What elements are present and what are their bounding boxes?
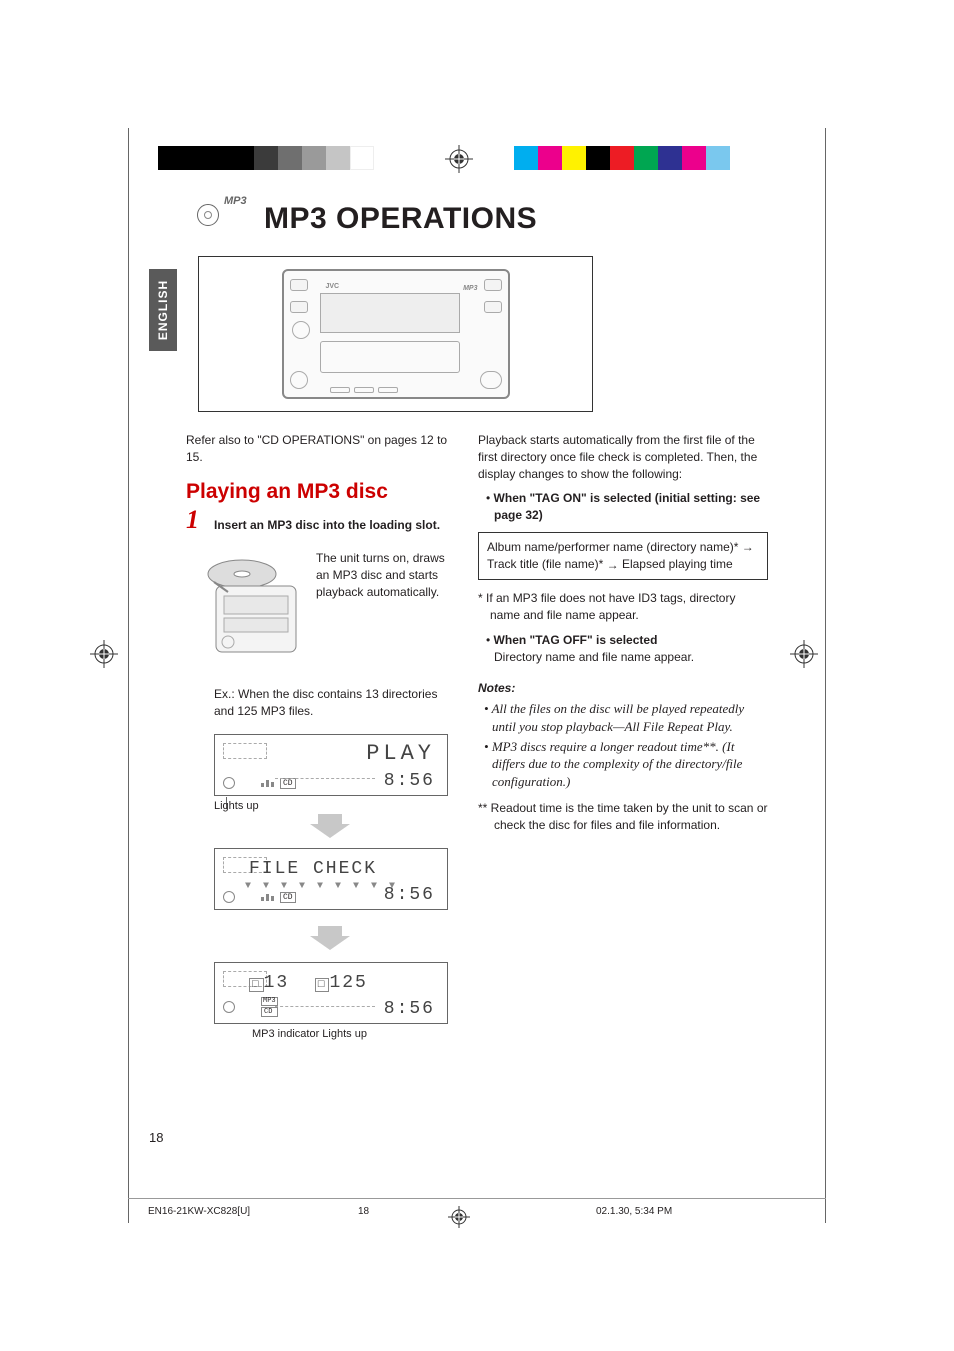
disc-indicator-icon: [223, 777, 235, 789]
note-item: • All the files on the disc will be play…: [492, 700, 768, 735]
footnote-id3: * If an MP3 file does not have ID3 tags,…: [478, 590, 768, 624]
unit-illustration-box: MP3 JVC: [198, 256, 593, 412]
display-panel-3: □13 □125 MP3 CD 8:56: [214, 962, 448, 1024]
footer-page: 18: [358, 1206, 369, 1217]
display-text: PLAY: [366, 741, 435, 766]
step-number: 1: [186, 505, 199, 535]
display-panel-2: FILE CHECK ▼ ▼ ▼ ▼ ▼ ▼ ▼ ▼ ▼ CD 8:56: [214, 848, 448, 910]
footnote-readout: ** Readout time is the time taken by the…: [478, 800, 768, 834]
language-tab: ENGLISH: [149, 269, 177, 351]
registration-mark-icon: [445, 145, 473, 173]
lights-up-label: Lights up: [214, 800, 259, 812]
gray-calibration-bar: [158, 146, 374, 170]
mp3-badge: MP3: [224, 195, 247, 207]
disc-icon: [197, 204, 219, 226]
mp3-indicator: MP3: [261, 997, 278, 1006]
playback-intro: Playback starts automatically from the f…: [478, 432, 768, 482]
step-description: The unit turns on, draws an MP3 disc and…: [316, 550, 456, 600]
color-calibration-bar: [514, 146, 730, 170]
notes-heading: Notes:: [478, 680, 768, 697]
page-number: 18: [149, 1130, 163, 1145]
registration-mark-icon: [790, 640, 818, 668]
cd-indicator: CD: [280, 778, 296, 789]
display-text: □13 □125: [249, 973, 439, 993]
cd-indicator: CD: [280, 892, 296, 903]
arrow-right-icon: →: [742, 539, 754, 556]
page-title: MP3 OPERATIONS: [264, 202, 537, 236]
arrow-right-icon: →: [607, 557, 619, 574]
refer-text: Refer also to "CD OPERATIONS" on pages 1…: [186, 432, 456, 466]
disc-insert-illustration: [204, 552, 304, 658]
display-text: FILE CHECK: [249, 859, 439, 879]
note-item: • MP3 discs require a longer readout tim…: [492, 738, 768, 791]
display-time: 8:56: [384, 999, 435, 1019]
head-unit-illustration: MP3 JVC: [282, 269, 510, 399]
arrow-down-icon: [310, 810, 350, 840]
footer-rule: [128, 1198, 826, 1199]
unit-mp3-label: MP3: [463, 285, 477, 292]
tag-off-bullet: • When "TAG OFF" is selected Directory n…: [486, 632, 768, 666]
section-title: Playing an MP3 disc: [186, 480, 388, 504]
footer-filename: EN16-21KW-XC828[U]: [148, 1206, 250, 1217]
disc-indicator-icon: [223, 1001, 235, 1013]
display-sequence-box: Album name/performer name (directory nam…: [478, 532, 768, 580]
tag-on-bullet: • When "TAG ON" is selected (initial set…: [486, 490, 768, 524]
disc-indicator-icon: [223, 891, 235, 903]
footer-date: 02.1.30, 5:34 PM: [596, 1206, 672, 1217]
language-label: ENGLISH: [156, 280, 170, 340]
display-time: 8:56: [384, 771, 435, 791]
cd-indicator: CD: [261, 1007, 278, 1017]
display-time: 8:56: [384, 885, 435, 905]
notes-list: • All the files on the disc will be play…: [478, 700, 768, 790]
step-instruction: Insert an MP3 disc into the loading slot…: [214, 517, 444, 533]
arrow-down-icon: [310, 922, 350, 952]
mp3-indicator-label: MP3 indicator Lights up: [252, 1028, 367, 1040]
unit-brand-label: JVC: [326, 283, 340, 290]
right-column: Playback starts automatically from the f…: [478, 432, 768, 834]
display-panel-1: PLAY CD 8:56: [214, 734, 448, 796]
example-text: Ex.: When the disc contains 13 directori…: [214, 686, 454, 720]
registration-mark-icon: [448, 1206, 470, 1228]
registration-mark-icon: [90, 640, 118, 668]
